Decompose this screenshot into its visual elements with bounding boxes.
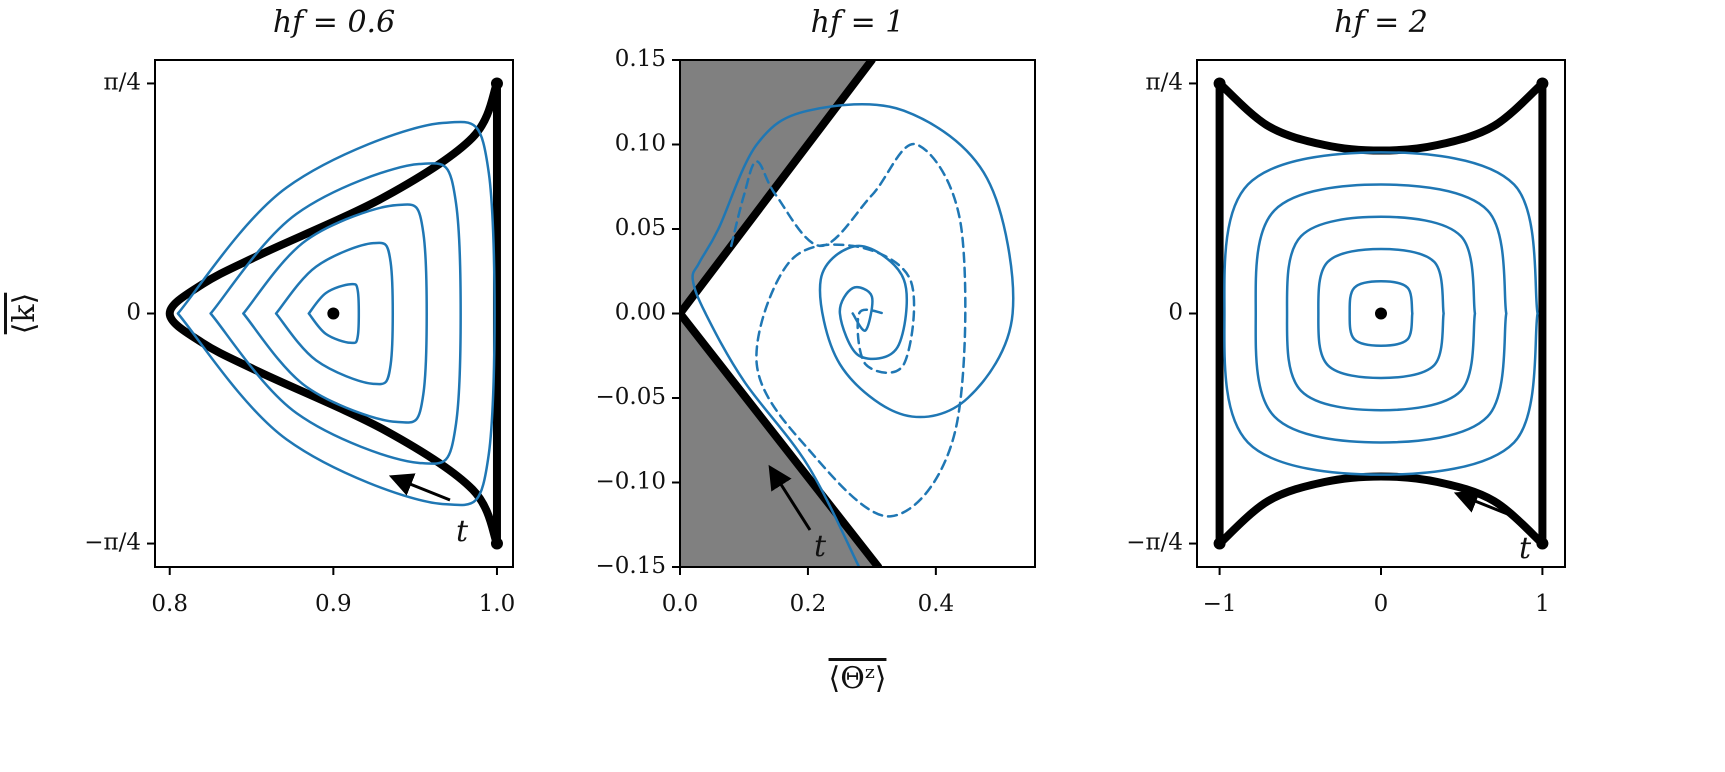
data-line <box>1215 79 1547 548</box>
x-tick-label: 0.0 <box>662 591 699 617</box>
annotation-arrow <box>1453 490 1516 519</box>
point-marker <box>1213 77 1226 90</box>
y-tick-label: 0 <box>1168 300 1183 326</box>
y-tick-label: 0 <box>126 300 141 326</box>
y-tick-label: π/4 <box>1146 69 1184 95</box>
x-axis-label: ⟨Θᶻ⟩ <box>829 661 887 696</box>
point-marker <box>1536 537 1549 550</box>
annotation-arrow <box>768 464 812 531</box>
shaded-region <box>680 60 879 567</box>
x-tick-label: 0.4 <box>918 591 955 617</box>
data-line <box>176 120 496 507</box>
x-tick-label: 1 <box>1535 591 1550 617</box>
chart-title: hf = 2 <box>1334 5 1428 40</box>
y-tick-label: −π/4 <box>84 530 141 556</box>
point-marker <box>327 307 340 320</box>
data-line <box>1215 79 1547 155</box>
y-tick-label: 0.10 <box>615 131 666 157</box>
data-line <box>691 102 1015 567</box>
x-tick-label: 0.9 <box>315 591 352 617</box>
annotation: t <box>814 529 827 564</box>
data-line <box>1215 472 1547 548</box>
annotation: t <box>1519 531 1532 566</box>
y-tick-label: −0.05 <box>596 384 666 410</box>
plot-area <box>165 79 501 548</box>
x-tick-label: 0.2 <box>790 591 827 617</box>
chart-title: hf = 0.6 <box>273 5 395 40</box>
plot-area <box>680 60 1015 567</box>
data-line <box>165 79 501 548</box>
y-tick-label: π/4 <box>104 69 142 95</box>
data-line <box>1223 151 1539 476</box>
y-tick-label: 0.15 <box>615 46 666 72</box>
point-marker <box>490 77 503 90</box>
point-marker <box>1375 307 1387 320</box>
x-tick-label: 0.8 <box>151 591 188 617</box>
annotation-arrow <box>388 473 451 502</box>
y-tick-label: −π/4 <box>1126 530 1183 556</box>
y-tick-label: −0.10 <box>596 469 666 495</box>
point-marker <box>1536 77 1549 90</box>
data-line <box>729 142 967 518</box>
y-tick-label: 0.00 <box>615 300 666 326</box>
y-tick-label: 0.05 <box>615 215 666 241</box>
y-axis-label: ⟨k⟩ <box>7 293 42 335</box>
data-line <box>680 60 883 567</box>
y-tick-label: −0.15 <box>596 553 666 579</box>
plot-area <box>1215 79 1547 548</box>
point-marker <box>490 537 503 550</box>
x-tick-label: 0 <box>1374 591 1389 617</box>
annotation: t <box>456 514 469 549</box>
x-tick-label: −1 <box>1203 591 1237 617</box>
point-marker <box>1213 537 1226 550</box>
chart-title: hf = 1 <box>811 5 905 40</box>
x-tick-label: 1.0 <box>479 591 516 617</box>
